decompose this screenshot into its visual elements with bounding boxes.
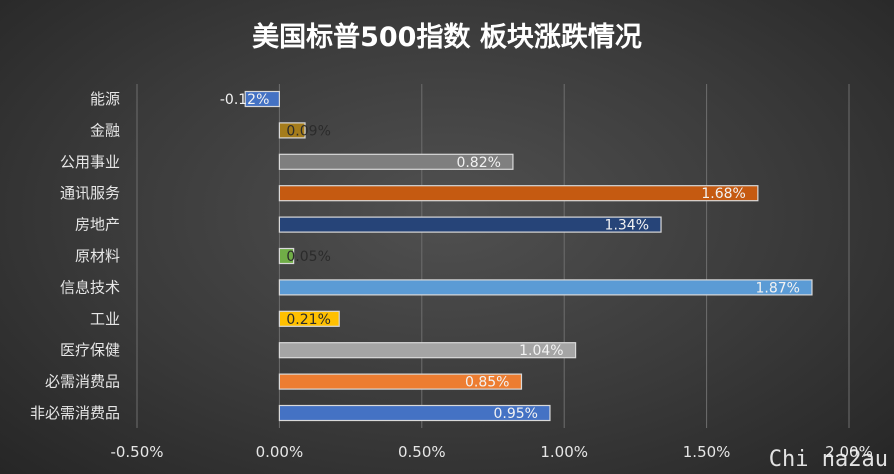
bar (244, 90, 280, 108)
grid-lines (136, 84, 850, 428)
category-label: 原材料 (75, 247, 120, 265)
x-axis-tick-labels: -0.50% 0.00% 0.50% 1.00% 1.50% 2.00% (110, 443, 872, 461)
x-tick-label: 2.00% (825, 443, 873, 461)
category-label: 信息技术 (60, 278, 120, 296)
data-label: 0.82% (456, 155, 500, 171)
x-tick-label: 1.00% (540, 443, 588, 461)
category-label: 通讯服务 (60, 184, 120, 202)
bars (244, 90, 813, 422)
bar (278, 247, 295, 265)
category-label: 必需消费品 (45, 373, 120, 391)
bar (278, 122, 306, 139)
x-tick-label: 1.50% (683, 443, 731, 461)
category-label: 房地产 (75, 216, 120, 234)
category-label: 能源 (90, 90, 120, 108)
bar (278, 404, 551, 422)
bar (278, 279, 813, 296)
category-label: 公用事业 (60, 153, 120, 171)
bar (278, 153, 514, 170)
bar (278, 342, 577, 359)
bar (278, 310, 340, 327)
category-label: 金融 (90, 121, 120, 139)
data-label: 0.21% (286, 312, 330, 328)
data-labels: -0.12% 0.09% 0.82% 1.68% 1.34% 0.05% 1.87% 0.21… (220, 92, 800, 422)
bar (278, 216, 662, 233)
data-label: 1.87% (755, 280, 799, 296)
data-label: 1.04% (519, 343, 563, 359)
x-tick-label: 0.00% (256, 443, 304, 461)
data-label: 1.68% (701, 186, 745, 202)
chart-title: 美国标普500指数 板块涨跌情况 (252, 21, 642, 53)
data-label: 1.34% (605, 218, 649, 234)
watermark: Chi na2au (768, 447, 888, 472)
bar (278, 185, 759, 202)
x-tick-label: -0.50% (110, 443, 163, 461)
data-label: 0.95% (493, 406, 537, 422)
category-label: 医疗保健 (60, 341, 120, 359)
category-label: 工业 (90, 310, 120, 328)
data-label: 0.05% (286, 249, 330, 265)
bar (278, 373, 523, 390)
data-label: -0.12% (220, 92, 270, 108)
category-label: 非必需消费品 (30, 404, 120, 422)
data-label: 0.09% (286, 123, 330, 139)
x-tick-label: 0.50% (398, 443, 446, 461)
data-label: 0.85% (465, 375, 509, 391)
